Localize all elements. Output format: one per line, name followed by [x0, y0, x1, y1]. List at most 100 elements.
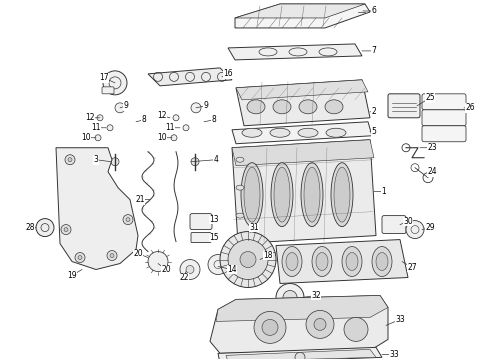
- Ellipse shape: [312, 247, 332, 276]
- Circle shape: [103, 71, 127, 95]
- Circle shape: [228, 239, 268, 279]
- Ellipse shape: [236, 157, 244, 162]
- Polygon shape: [232, 140, 374, 166]
- Ellipse shape: [299, 100, 317, 114]
- Circle shape: [208, 255, 228, 275]
- Ellipse shape: [273, 100, 291, 114]
- Ellipse shape: [331, 163, 353, 226]
- Text: 17: 17: [99, 73, 109, 82]
- Circle shape: [254, 311, 286, 343]
- Ellipse shape: [271, 163, 293, 226]
- Circle shape: [126, 217, 130, 222]
- Polygon shape: [228, 44, 362, 60]
- Text: 33: 33: [389, 350, 399, 359]
- Text: 18: 18: [263, 251, 273, 260]
- Text: 25: 25: [425, 93, 435, 102]
- Circle shape: [115, 103, 125, 113]
- Ellipse shape: [334, 167, 350, 222]
- Text: 31: 31: [249, 223, 259, 232]
- Circle shape: [171, 135, 177, 141]
- Polygon shape: [232, 122, 372, 144]
- Text: 12: 12: [157, 111, 167, 120]
- Ellipse shape: [342, 247, 362, 276]
- Ellipse shape: [286, 253, 298, 270]
- Text: 19: 19: [67, 271, 77, 280]
- Ellipse shape: [316, 253, 328, 270]
- Circle shape: [68, 158, 72, 162]
- Circle shape: [75, 253, 85, 262]
- Text: 30: 30: [403, 217, 413, 226]
- Text: 22: 22: [179, 273, 189, 282]
- Text: 24: 24: [427, 167, 437, 176]
- Ellipse shape: [298, 128, 318, 137]
- Text: 3: 3: [94, 155, 98, 164]
- FancyBboxPatch shape: [382, 216, 406, 234]
- Circle shape: [183, 125, 189, 131]
- Text: 12: 12: [85, 113, 95, 122]
- Circle shape: [78, 256, 82, 260]
- Text: 20: 20: [133, 249, 143, 258]
- Ellipse shape: [241, 163, 263, 226]
- Circle shape: [220, 231, 276, 288]
- FancyBboxPatch shape: [388, 94, 420, 118]
- Text: 13: 13: [209, 215, 219, 224]
- FancyBboxPatch shape: [190, 213, 212, 230]
- Ellipse shape: [270, 128, 290, 137]
- Text: 8: 8: [142, 115, 147, 124]
- Polygon shape: [235, 4, 365, 18]
- Text: 21: 21: [135, 195, 145, 204]
- Polygon shape: [276, 239, 408, 283]
- Text: 29: 29: [425, 223, 435, 232]
- Ellipse shape: [244, 167, 260, 222]
- Text: 1: 1: [382, 187, 387, 196]
- Circle shape: [314, 319, 326, 330]
- Text: 14: 14: [227, 265, 237, 274]
- Circle shape: [306, 310, 334, 338]
- Text: 9: 9: [123, 101, 128, 110]
- Circle shape: [191, 158, 199, 166]
- Circle shape: [262, 319, 278, 336]
- Polygon shape: [226, 349, 376, 360]
- Polygon shape: [232, 140, 376, 244]
- Circle shape: [240, 252, 256, 267]
- Circle shape: [191, 103, 201, 113]
- FancyBboxPatch shape: [102, 87, 114, 94]
- Ellipse shape: [274, 167, 290, 222]
- FancyBboxPatch shape: [422, 94, 466, 110]
- Circle shape: [276, 283, 304, 311]
- Ellipse shape: [326, 128, 346, 137]
- Text: 2: 2: [371, 107, 376, 116]
- Text: 28: 28: [25, 223, 35, 232]
- Text: 26: 26: [465, 103, 475, 112]
- Text: 4: 4: [214, 155, 219, 164]
- Polygon shape: [236, 80, 368, 100]
- Circle shape: [107, 251, 117, 261]
- Ellipse shape: [346, 253, 358, 270]
- Circle shape: [295, 352, 305, 360]
- Circle shape: [65, 155, 75, 165]
- Polygon shape: [148, 68, 232, 86]
- Circle shape: [97, 115, 103, 121]
- Circle shape: [283, 291, 297, 305]
- Circle shape: [36, 219, 54, 237]
- Circle shape: [107, 125, 113, 131]
- Text: 23: 23: [427, 143, 437, 152]
- Circle shape: [344, 318, 368, 341]
- Text: 15: 15: [209, 233, 219, 242]
- Circle shape: [110, 253, 114, 257]
- Ellipse shape: [325, 100, 343, 114]
- Polygon shape: [218, 347, 382, 360]
- Ellipse shape: [304, 167, 320, 222]
- Ellipse shape: [372, 247, 392, 276]
- Circle shape: [64, 228, 68, 231]
- Circle shape: [180, 260, 200, 279]
- Circle shape: [148, 252, 168, 271]
- Ellipse shape: [376, 253, 388, 270]
- Circle shape: [173, 115, 179, 121]
- Text: 5: 5: [371, 127, 376, 136]
- Circle shape: [61, 225, 71, 235]
- Polygon shape: [216, 296, 388, 321]
- Text: 10: 10: [81, 133, 91, 142]
- Text: 27: 27: [407, 263, 417, 272]
- Ellipse shape: [236, 185, 244, 190]
